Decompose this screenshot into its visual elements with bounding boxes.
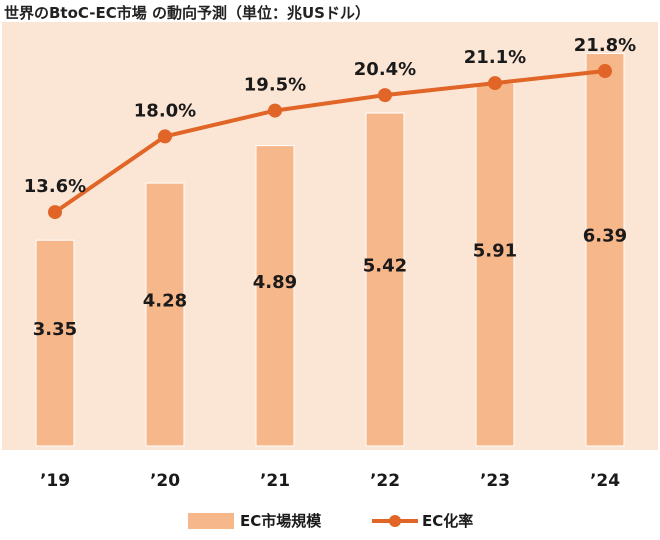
legend-line-label: EC化率 xyxy=(422,512,473,530)
line-point-5 xyxy=(598,64,612,79)
x-tick-label: ’24 xyxy=(590,471,620,491)
bar-1 xyxy=(145,182,185,447)
legend: EC市場規模 EC化率 xyxy=(188,512,473,530)
line-value-label: 13.6% xyxy=(24,176,86,197)
legend-bar-swatch xyxy=(188,513,234,529)
line-value-label: 18.0% xyxy=(134,100,196,121)
x-tick-label: ’20 xyxy=(150,471,180,491)
line-value-label: 19.5% xyxy=(244,75,306,96)
bar-value-label: 6.39 xyxy=(583,226,627,247)
bar-value-label: 3.35 xyxy=(33,319,77,340)
bar-5 xyxy=(585,52,625,447)
bar-value-label: 4.89 xyxy=(253,272,297,293)
line-point-0 xyxy=(48,205,62,220)
bar-2 xyxy=(255,145,295,447)
chart-title: 世界のBtoC-EC市場 の動向予測（単位：兆USドル） xyxy=(4,4,370,22)
x-tick-label: ’19 xyxy=(40,471,70,491)
bar-value-label: 5.91 xyxy=(473,240,517,261)
line-point-3 xyxy=(378,88,392,103)
x-tick-label: ’23 xyxy=(480,471,510,491)
line-value-label: 21.8% xyxy=(574,35,636,56)
plot-background xyxy=(2,22,658,450)
line-series xyxy=(48,64,612,220)
legend-bar-label: EC市場規模 xyxy=(240,512,322,530)
x-tick-label: ’21 xyxy=(260,471,290,491)
bar-0 xyxy=(35,239,75,447)
x-axis-ticks: ’19 ’20 ’21 ’22 ’23 ’24 xyxy=(40,471,620,491)
bar-4 xyxy=(475,82,515,447)
legend-line-marker xyxy=(389,515,401,527)
bar-value-label: 4.28 xyxy=(143,291,187,312)
line-value-label: 21.1% xyxy=(464,47,526,68)
bar-3 xyxy=(365,112,405,447)
x-tick-label: ’22 xyxy=(370,471,400,491)
data-labels: 3.35 4.28 4.89 5.42 5.91 6.39 13.6% 18.0% 19.5% 2… xyxy=(24,35,636,340)
line-point-4 xyxy=(488,76,502,91)
line-point-1 xyxy=(158,129,172,144)
bar-value-label: 5.42 xyxy=(363,256,407,277)
line-value-label: 20.4% xyxy=(354,59,416,80)
line-point-2 xyxy=(268,103,282,118)
ec-rate-line xyxy=(53,69,606,214)
